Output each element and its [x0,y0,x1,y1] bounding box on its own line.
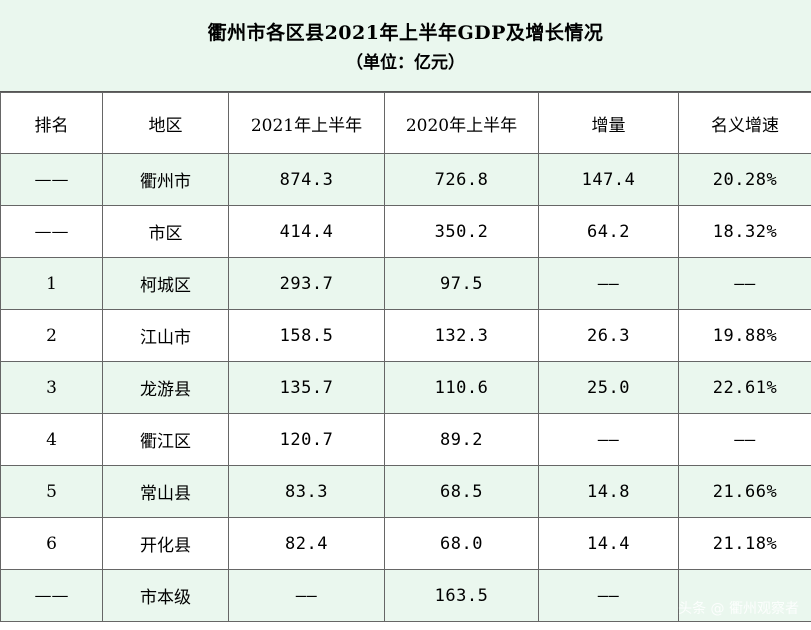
cell-region: 市本级 [102,569,229,622]
cell-region: 市区 [102,205,229,258]
cell-2021h1: 158.5 [228,309,385,362]
cell-2020h1: 68.5 [384,465,539,518]
cell-growth [678,569,811,622]
header-2020h1: 2020年上半年 [384,92,539,154]
header-row: 排名 地区 2021年上半年 2020年上半年 增量 名义增速 [0,92,811,154]
table-row: —— 市本级 —— 163.5 —— [0,569,811,622]
cell-2021h1: —— [228,569,385,622]
table-title: 衢州市各区县2021年上半年GDP及增长情况 [207,22,604,44]
cell-rank: 4 [0,413,103,466]
cell-2021h1: 83.3 [228,465,385,518]
cell-increase: 25.0 [538,361,679,414]
cell-2021h1: 135.7 [228,361,385,414]
watermark: 头条 @ 衢州观察者 [678,601,799,617]
cell-rank: 3 [0,361,103,414]
header-region: 地区 [102,92,229,154]
cell-increase: —— [538,413,679,466]
cell-increase: 64.2 [538,205,679,258]
cell-rank: —— [0,205,103,258]
header-2021h1: 2021年上半年 [228,92,385,154]
cell-2020h1: 97.5 [384,257,539,310]
cell-growth: 21.66% [678,465,811,518]
table-subtitle: （单位：亿元） [346,53,465,73]
table-row: 6 开化县 82.4 68.0 14.4 21.18% [0,517,811,570]
cell-2020h1: 68.0 [384,517,539,570]
cell-rank: —— [0,153,103,206]
cell-growth: 18.32% [678,205,811,258]
cell-region: 龙游县 [102,361,229,414]
cell-increase: 147.4 [538,153,679,206]
cell-growth: —— [678,257,811,310]
cell-increase: 14.4 [538,517,679,570]
cell-increase: —— [538,569,679,622]
cell-2020h1: 350.2 [384,205,539,258]
table-row: 2 江山市 158.5 132.3 26.3 19.88% [0,309,811,362]
table-row: 4 衢江区 120.7 89.2 —— —— [0,413,811,466]
cell-2021h1: 414.4 [228,205,385,258]
header-increase: 增量 [538,92,679,154]
cell-2020h1: 726.8 [384,153,539,206]
cell-increase: 14.8 [538,465,679,518]
header-growth: 名义增速 [678,92,811,154]
cell-growth: 20.28% [678,153,811,206]
table-row: 1 柯城区 293.7 97.5 —— —— [0,257,811,310]
cell-growth: 22.61% [678,361,811,414]
cell-2020h1: 163.5 [384,569,539,622]
cell-2020h1: 89.2 [384,413,539,466]
cell-region: 柯城区 [102,257,229,310]
cell-region: 常山县 [102,465,229,518]
cell-growth: 21.18% [678,517,811,570]
cell-growth: —— [678,413,811,466]
header-rank: 排名 [0,92,103,154]
cell-rank: —— [0,569,103,622]
cell-region: 江山市 [102,309,229,362]
table-row: —— 衢州市 874.3 726.8 147.4 20.28% [0,153,811,206]
table-row: 5 常山县 83.3 68.5 14.8 21.66% [0,465,811,518]
cell-rank: 6 [0,517,103,570]
table-row: 3 龙游县 135.7 110.6 25.0 22.61% [0,361,811,414]
cell-region: 衢江区 [102,413,229,466]
cell-increase: 26.3 [538,309,679,362]
cell-2020h1: 110.6 [384,361,539,414]
cell-2020h1: 132.3 [384,309,539,362]
cell-rank: 5 [0,465,103,518]
title-block: 衢州市各区县2021年上半年GDP及增长情况 （单位：亿元） [0,0,811,92]
cell-2021h1: 82.4 [228,517,385,570]
cell-rank: 2 [0,309,103,362]
cell-growth: 19.88% [678,309,811,362]
cell-increase: —— [538,257,679,310]
cell-rank: 1 [0,257,103,310]
cell-region: 衢州市 [102,153,229,206]
gdp-table: 排名 地区 2021年上半年 2020年上半年 增量 名义增速 —— 衢州市 874… [0,92,811,622]
cell-2021h1: 874.3 [228,153,385,206]
cell-2021h1: 293.7 [228,257,385,310]
cell-2021h1: 120.7 [228,413,385,466]
table-row: —— 市区 414.4 350.2 64.2 18.32% [0,205,811,258]
cell-region: 开化县 [102,517,229,570]
